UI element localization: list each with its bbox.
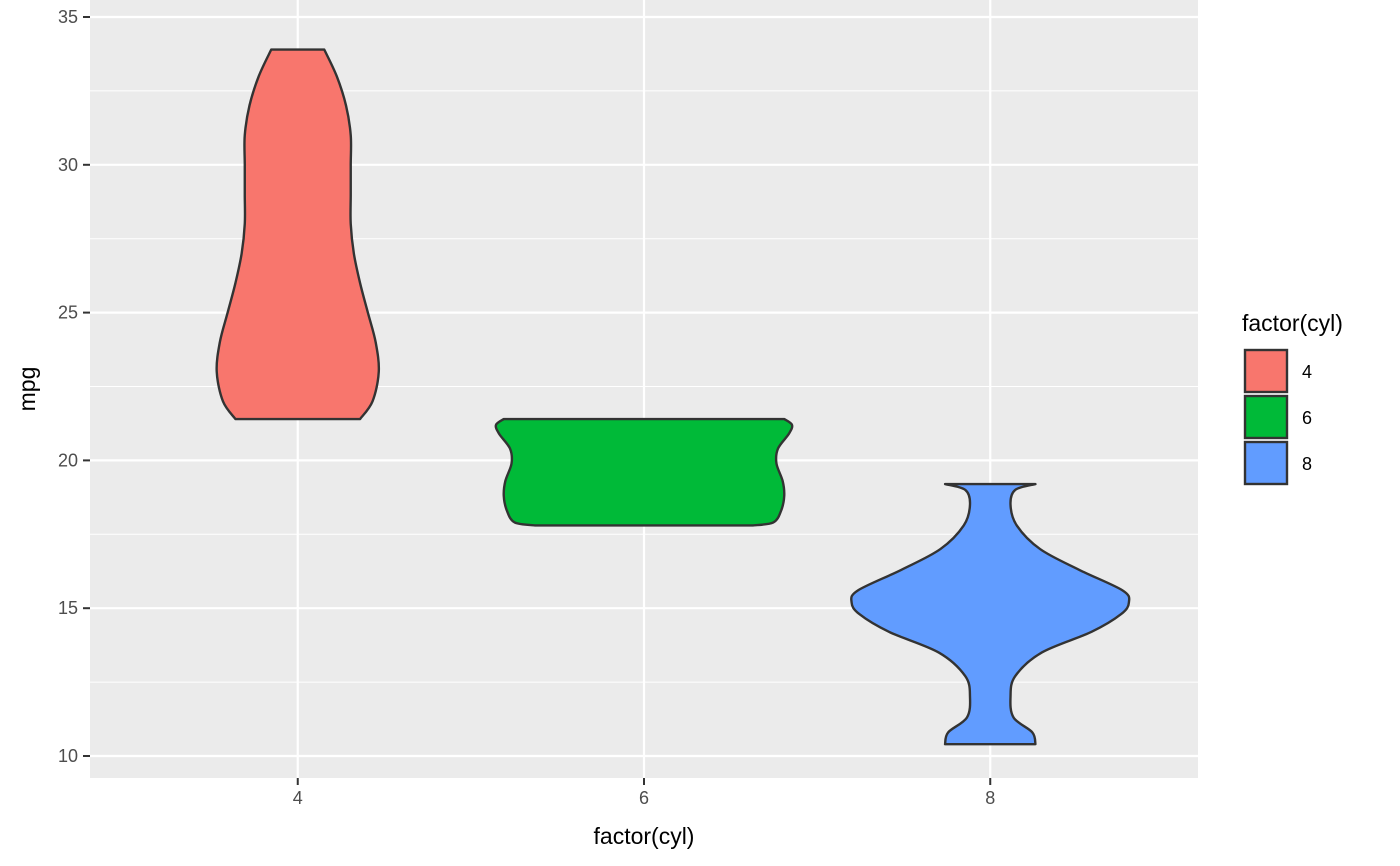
y-axis-title: mpg <box>14 367 40 412</box>
violins <box>215 48 1131 746</box>
y-axis: 10 15 20 25 30 35 <box>58 7 90 766</box>
legend-label-4: 4 <box>1302 362 1312 382</box>
violin-cyl-4 <box>215 48 381 421</box>
y-tick-label: 25 <box>58 303 78 323</box>
legend-label-6: 6 <box>1302 408 1312 428</box>
legend-key-6 <box>1243 394 1289 440</box>
x-axis: 4 6 8 <box>293 778 995 808</box>
violin-cyl-8 <box>850 482 1131 746</box>
y-tick-label: 30 <box>58 155 78 175</box>
y-tick-label: 35 <box>58 7 78 27</box>
x-tick-label: 6 <box>639 788 649 808</box>
x-tick-label: 8 <box>985 788 995 808</box>
legend-key-4 <box>1243 348 1289 394</box>
y-tick-label: 15 <box>58 598 78 618</box>
legend-key-8 <box>1243 440 1289 486</box>
y-tick-label: 10 <box>58 746 78 766</box>
x-tick-label: 4 <box>293 788 303 808</box>
legend: factor(cyl) 4 6 8 <box>1242 310 1343 486</box>
x-axis-title: factor(cyl) <box>594 823 695 849</box>
legend-title: factor(cyl) <box>1242 310 1343 336</box>
y-tick-label: 20 <box>58 450 78 470</box>
legend-label-8: 8 <box>1302 454 1312 474</box>
violin-cyl-6 <box>494 417 794 527</box>
